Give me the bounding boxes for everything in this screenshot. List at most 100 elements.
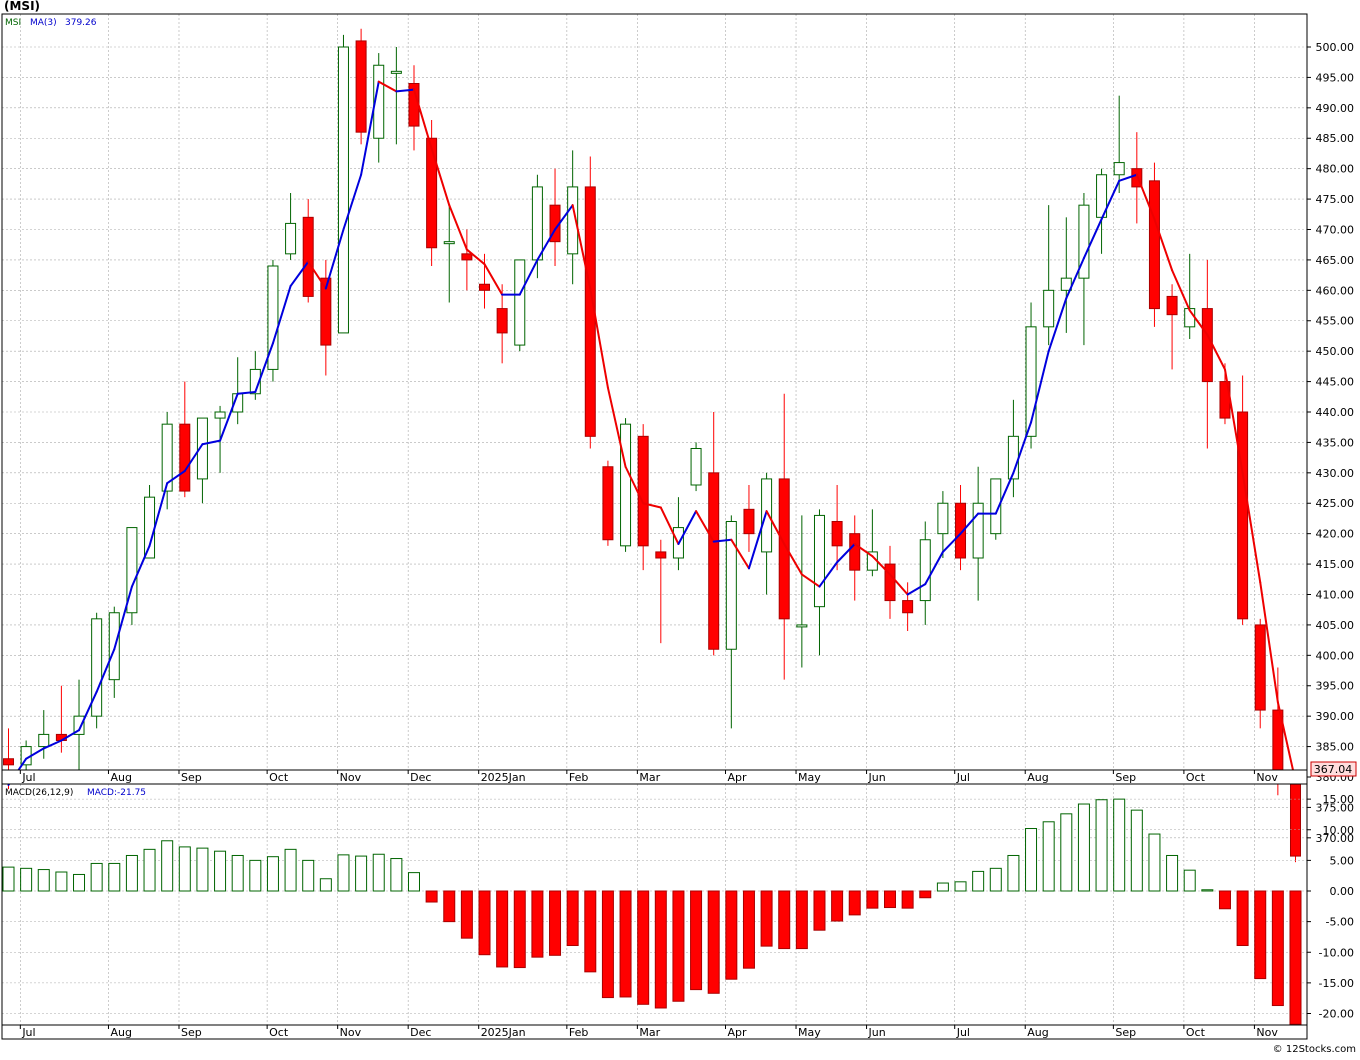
price-tick-label: 430.00 xyxy=(1316,467,1355,480)
candle xyxy=(761,472,773,595)
candle xyxy=(373,53,385,163)
month-label: Oct xyxy=(1186,1026,1206,1039)
candle-body-up xyxy=(761,478,773,553)
macd-bar-negative xyxy=(513,890,526,969)
macd-bar-negative xyxy=(831,890,844,922)
month-label: Aug xyxy=(110,771,131,784)
price-tick-label: 390.00 xyxy=(1316,710,1355,723)
month-label: Jul xyxy=(956,771,970,784)
candle xyxy=(1166,284,1178,370)
month-label: 2025Jan xyxy=(481,1026,526,1039)
last-price-box xyxy=(1310,761,1357,777)
ma-segment xyxy=(871,555,891,576)
ma-segment xyxy=(1012,421,1033,474)
candle xyxy=(1254,618,1266,729)
month-label: Oct xyxy=(1186,771,1206,784)
candle-body-down xyxy=(831,520,843,547)
ma-segment xyxy=(360,80,380,176)
macd-tick-label: 10.00 xyxy=(1323,824,1355,837)
macd-bar-positive xyxy=(337,854,350,892)
candle xyxy=(73,679,85,771)
macd-bar-negative xyxy=(619,890,632,998)
candle xyxy=(196,417,208,504)
ma-segment xyxy=(219,392,239,442)
macd-bar-positive xyxy=(1060,813,1073,892)
candle xyxy=(426,119,438,266)
candle-body-up xyxy=(443,241,455,245)
legend-ma-value: 379.26 xyxy=(65,18,97,28)
candle-body-down xyxy=(179,423,191,492)
ma-segment xyxy=(1082,218,1103,260)
ma-segment xyxy=(377,80,398,93)
ma-segment xyxy=(818,561,839,588)
price-tick-label: 450.00 xyxy=(1316,345,1355,358)
month-label: Jun xyxy=(868,771,886,784)
macd-histogram xyxy=(2,798,1302,1025)
candle-body-down xyxy=(778,478,790,620)
macd-bar-positive xyxy=(989,867,1002,892)
chart-title: (MSI) xyxy=(4,0,40,13)
candle-body-up xyxy=(1025,326,1037,437)
candle-body-up xyxy=(214,411,226,419)
legend-ma: MA(3) xyxy=(30,18,57,28)
ma-segment xyxy=(836,543,856,564)
month-label: Nov xyxy=(1256,1026,1278,1039)
month-label: Dec xyxy=(410,1026,431,1039)
macd-bar-negative xyxy=(742,890,755,969)
candle-body-down xyxy=(1289,776,1301,857)
candle-body-down xyxy=(496,308,508,334)
candle-body-up xyxy=(937,502,949,535)
ma-segment xyxy=(571,204,592,290)
candle-body-up xyxy=(161,423,173,492)
candle-body-up xyxy=(38,733,50,748)
macd-bar-positive xyxy=(1130,809,1143,892)
candle-body-up xyxy=(285,222,297,255)
month-label: Mar xyxy=(639,1026,660,1039)
month-label: Aug xyxy=(110,1026,131,1039)
price-tick-label: 455.00 xyxy=(1316,315,1355,328)
month-label: Sep xyxy=(1115,1026,1136,1039)
candle xyxy=(1237,375,1249,625)
candle xyxy=(1078,192,1090,346)
candle xyxy=(1043,205,1055,346)
month-label: Apr xyxy=(728,1026,748,1039)
macd-bar-positive xyxy=(2,866,15,892)
month-label: Oct xyxy=(269,771,289,784)
macd-tick-label: 15.00 xyxy=(1323,793,1355,806)
candle-body-down xyxy=(1166,295,1178,316)
ma-segment xyxy=(289,260,310,288)
ma-segment xyxy=(78,690,98,732)
candle xyxy=(655,539,667,644)
candle-body-up xyxy=(813,514,825,608)
month-label: Aug xyxy=(1027,1026,1048,1039)
macd-legend-name: MACD(26,12,9) xyxy=(5,788,73,798)
macd-bar-positive xyxy=(1148,833,1161,892)
macd-bar-positive xyxy=(390,858,403,892)
candle-body-down xyxy=(708,472,720,650)
price-tick-label: 425.00 xyxy=(1316,497,1355,510)
macd-tick-label: 5.00 xyxy=(1330,854,1355,867)
price-tick-label: 420.00 xyxy=(1316,528,1355,541)
macd-bar-negative xyxy=(601,890,614,999)
ma-segment xyxy=(659,506,680,546)
ma-segment xyxy=(1259,581,1279,704)
price-tick-label: 410.00 xyxy=(1316,588,1355,601)
candle xyxy=(302,199,314,303)
candle xyxy=(38,710,50,759)
ma-segment xyxy=(307,260,327,290)
month-label: Jul xyxy=(21,1026,35,1039)
macd-tick-label: 0.00 xyxy=(1330,885,1355,898)
candle xyxy=(796,515,808,668)
price-candles xyxy=(3,28,1301,863)
ma-segment xyxy=(730,538,750,570)
macd-bar-positive xyxy=(302,859,315,892)
ma-segment xyxy=(183,443,204,473)
macd-bar-positive xyxy=(20,867,33,892)
macd-bar-negative xyxy=(460,890,473,939)
candle xyxy=(725,515,737,729)
candle xyxy=(1148,162,1160,327)
macd-bar-positive xyxy=(1113,798,1126,892)
candle-body-down xyxy=(302,216,314,297)
price-tick-label: 485.00 xyxy=(1316,132,1355,145)
candle xyxy=(267,259,279,382)
